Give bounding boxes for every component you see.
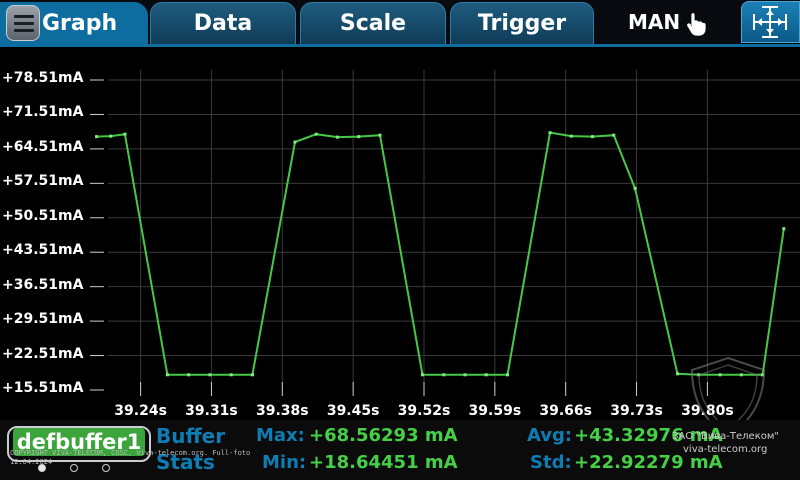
watermark-company: ЗАО "Вива-Телеком" <box>672 431 779 442</box>
min-value: +18.64451 mA <box>309 452 458 473</box>
data-point <box>187 373 191 377</box>
tab-underline <box>0 44 800 47</box>
data-point <box>739 373 743 377</box>
x-tick-label: 39.38s <box>255 403 309 419</box>
max-value: +68.56293 mA <box>309 425 458 446</box>
graph-plot[interactable] <box>0 47 800 420</box>
std-value: +22.92279 mA <box>574 452 723 473</box>
x-tick-label: 39.31s <box>185 403 238 419</box>
tab-trigger[interactable]: Trigger <box>450 2 594 44</box>
data-point <box>420 373 424 377</box>
buffer-stats-label-line1[interactable]: Buffer <box>156 424 226 448</box>
autoscale-button[interactable] <box>741 1 800 43</box>
menu-button[interactable] <box>6 5 40 41</box>
page-dot-1[interactable] <box>38 464 46 472</box>
data-point <box>293 140 297 144</box>
data-point <box>782 227 786 231</box>
x-tick-label: 39.24s <box>114 403 167 419</box>
data-point <box>505 373 509 377</box>
tab-graph-label: Graph <box>42 10 118 36</box>
min-label: Min: <box>262 452 307 473</box>
buffer-stats-label-line2[interactable]: Stats <box>156 450 215 474</box>
data-point <box>208 373 212 377</box>
autoscale-arrows-icon <box>753 6 787 38</box>
mode-label[interactable]: MAN <box>628 10 681 34</box>
data-point <box>569 134 573 138</box>
data-point <box>109 134 113 138</box>
data-point <box>761 373 765 377</box>
y-tick-label: +50.51mA <box>2 207 84 224</box>
watermark-site: viva-telecom.org <box>683 444 768 455</box>
data-point <box>229 373 233 377</box>
grid <box>108 70 800 390</box>
y-tick-label: +71.51mA <box>2 104 84 121</box>
trace-points <box>95 131 786 377</box>
y-tick-label: +22.51mA <box>2 345 84 362</box>
buffer-select-button[interactable]: defbuffer1 <box>7 426 151 462</box>
tab-data-label: Data <box>193 11 253 36</box>
buffer-name: defbuffer1 <box>13 428 145 456</box>
max-label: Max: <box>256 425 305 446</box>
x-tick-label: 39.45s <box>326 403 380 419</box>
data-point <box>591 135 595 139</box>
y-tick-label: +43.51mA <box>2 242 84 259</box>
data-point <box>442 373 446 377</box>
data-point <box>612 133 616 137</box>
data-point <box>463 373 467 377</box>
x-tick-label: 39.52s <box>397 403 451 419</box>
watermark-copyright: COPYRIGHT VIVA-TELECOM, COSC, Viva-telec… <box>10 449 251 457</box>
data-point <box>95 135 99 139</box>
data-point <box>314 132 318 136</box>
std-label: Std: <box>530 452 572 473</box>
data-point <box>165 373 169 377</box>
data-point <box>378 133 382 137</box>
y-tick-label: +15.51mA <box>2 380 84 396</box>
data-point <box>123 132 127 136</box>
x-tick-label: 39.80s <box>681 403 734 419</box>
y-tick-label: +64.51mA <box>2 138 84 155</box>
avg-label: Avg: <box>527 425 573 446</box>
page-dot-2[interactable] <box>70 464 78 472</box>
data-point <box>676 372 680 376</box>
data-point <box>548 131 552 135</box>
data-point <box>633 186 637 190</box>
tab-scale[interactable]: Scale <box>300 2 446 44</box>
x-tick-label: 39.73s <box>610 403 663 419</box>
data-point <box>484 373 488 377</box>
data-point <box>718 373 722 377</box>
y-tick-label: +57.51mA <box>2 173 84 190</box>
tab-scale-label: Scale <box>339 11 407 36</box>
tick-marks <box>90 79 708 396</box>
watermark-date: 12.04.2024 <box>10 458 53 466</box>
avg-value: +43.32976 mA <box>574 425 723 446</box>
y-tick-label: +29.51mA <box>2 311 84 328</box>
y-tick-label: +36.51mA <box>2 276 84 293</box>
data-point <box>357 135 361 139</box>
tab-trigger-label: Trigger <box>477 11 567 36</box>
tab-data[interactable]: Data <box>150 2 296 44</box>
hand-pointer-icon <box>687 13 706 36</box>
x-tick-label: 39.66s <box>539 403 592 419</box>
trace-line <box>96 131 785 376</box>
x-tick-label: 39.59s <box>468 403 522 419</box>
page-dot-3[interactable] <box>102 464 110 472</box>
top-tab-bar: Graph Data Scale Trigger MAN <box>0 0 800 46</box>
data-point <box>250 373 254 377</box>
data-point <box>335 135 339 139</box>
y-tick-label: +78.51mA <box>2 70 84 86</box>
